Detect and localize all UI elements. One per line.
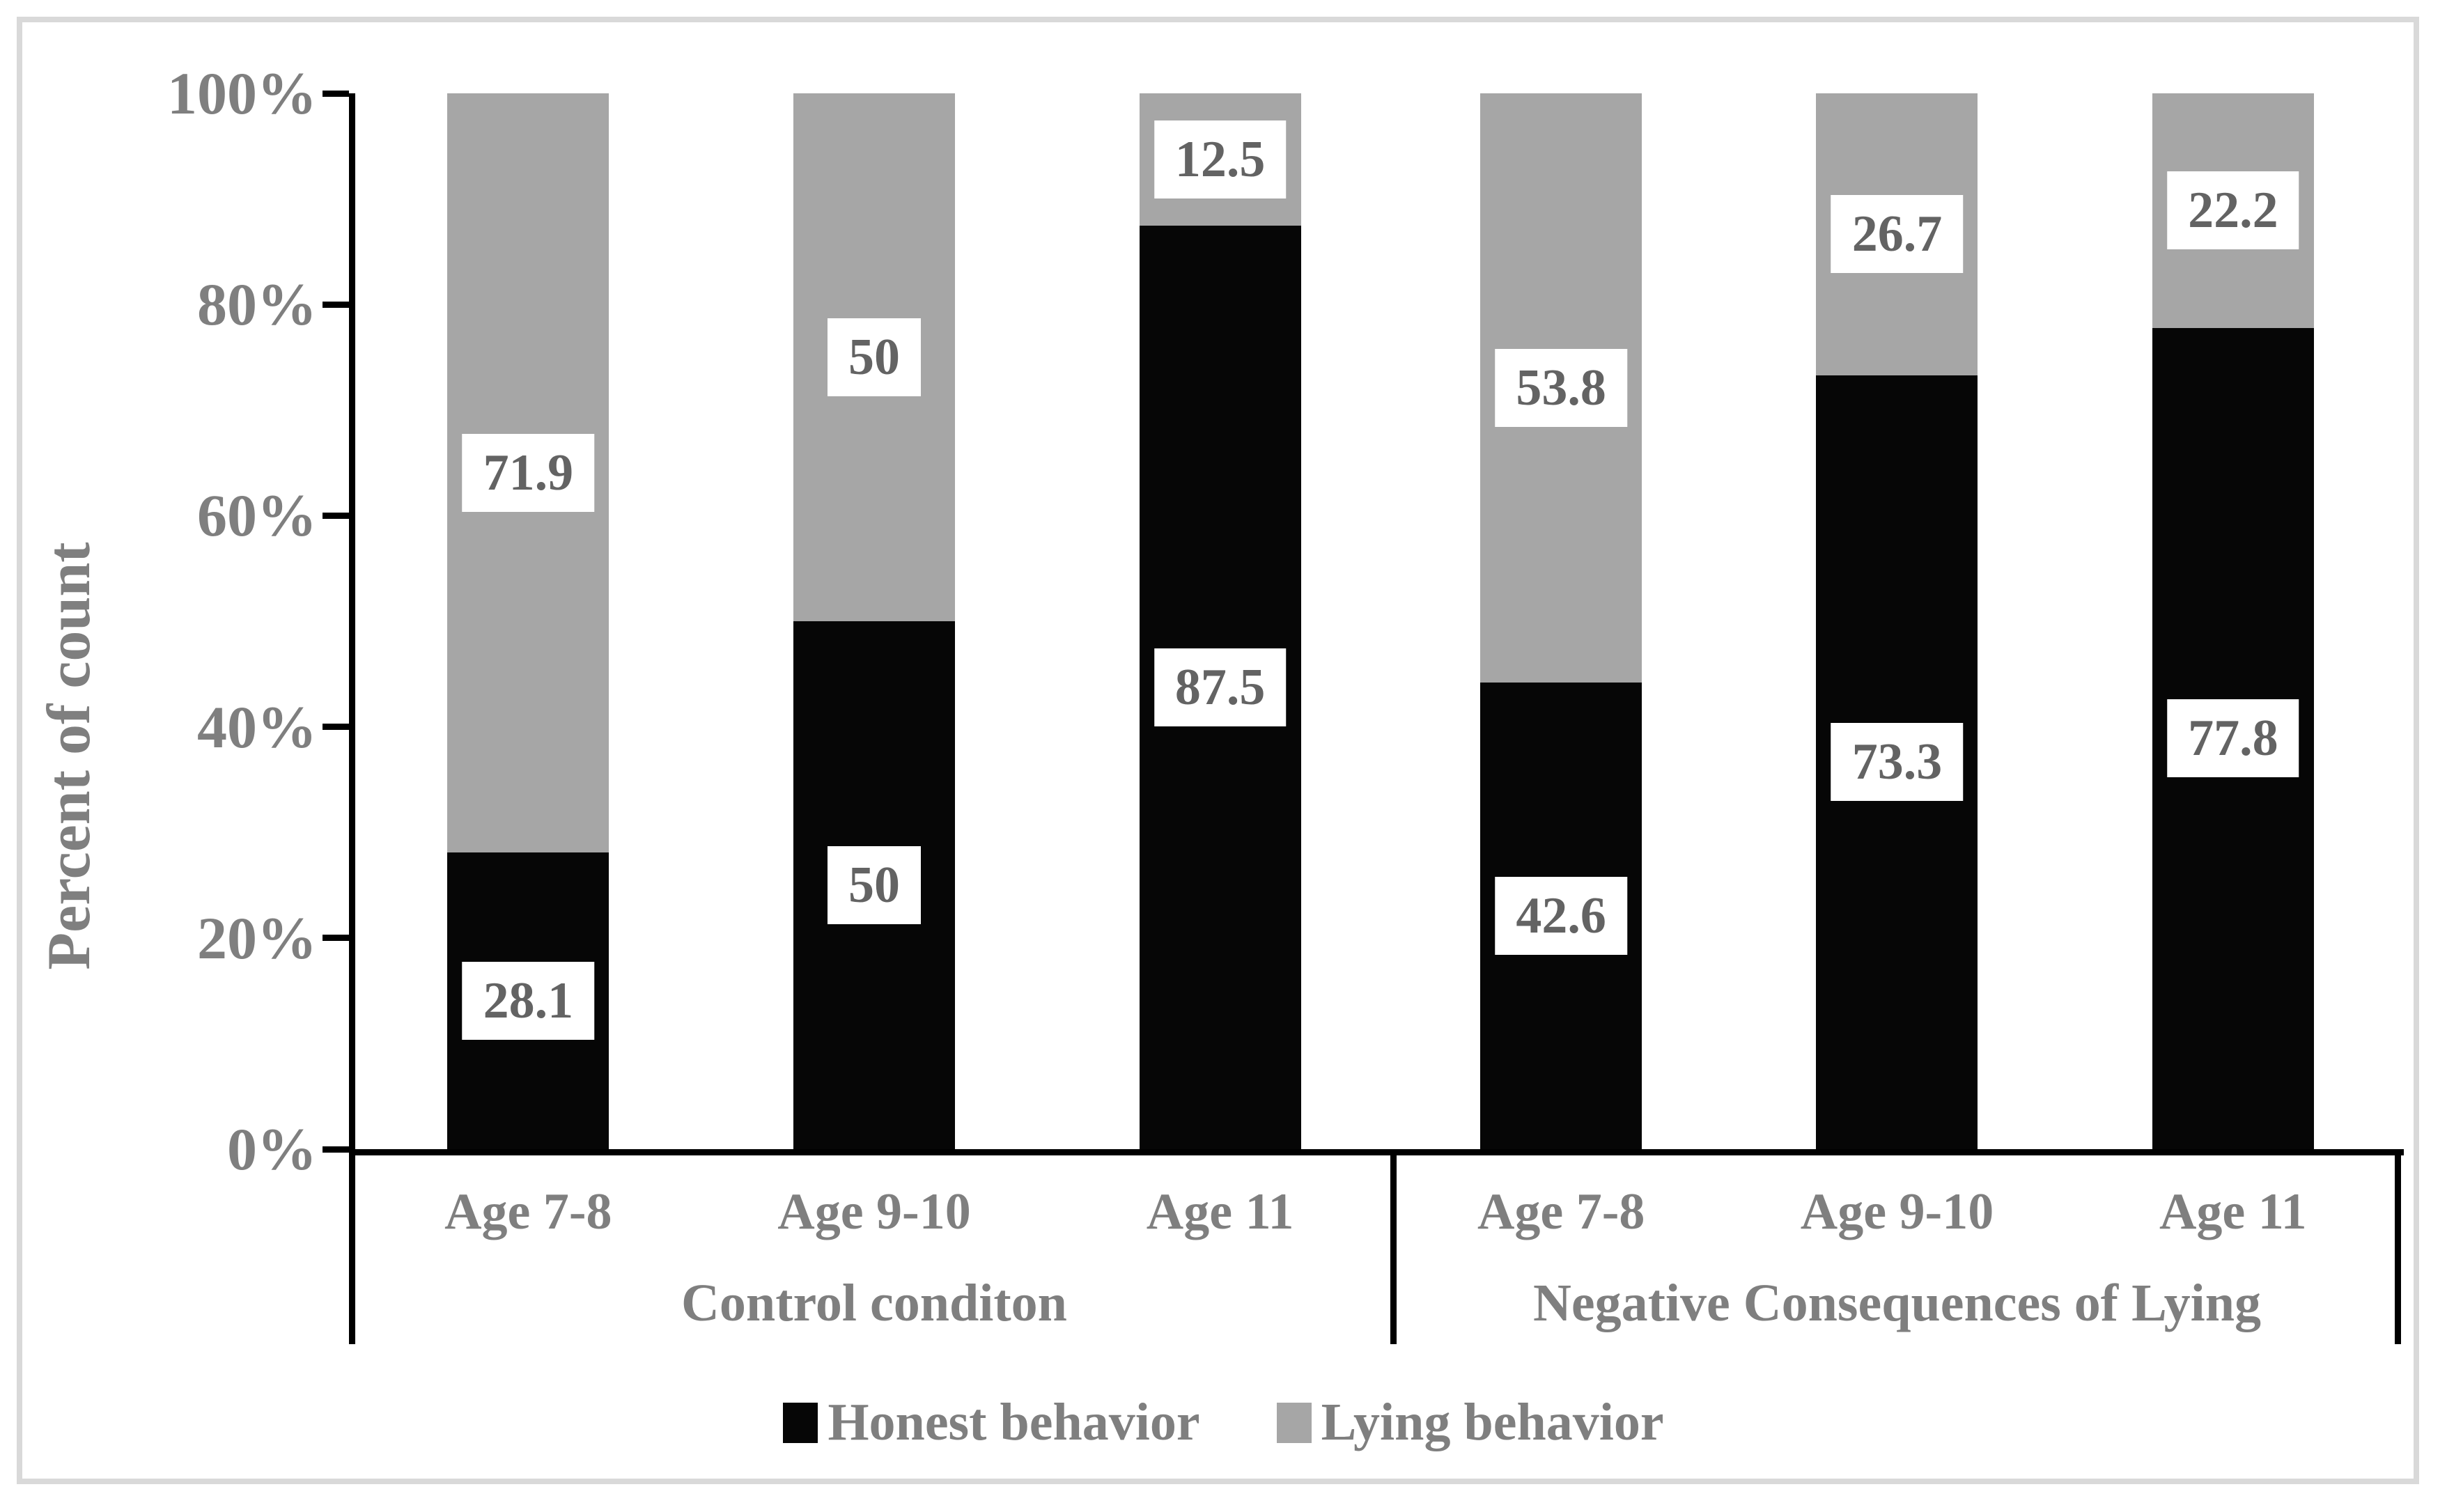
y-axis-tick-label: 40%	[197, 693, 317, 761]
x-axis-age-label: Age 7-8	[1477, 1183, 1645, 1240]
stacked-bar-age-9-10-group2: 73.3 26.7	[1816, 93, 1978, 1149]
category-separator-middle	[1390, 1149, 1397, 1344]
value-label: 42.6	[1495, 877, 1627, 956]
value-label: 12.5	[1153, 120, 1287, 198]
legend-label: Honest behavior	[828, 1393, 1200, 1451]
value-label: 50	[827, 318, 921, 396]
segment-honest-behavior: 73.3	[1816, 375, 1978, 1149]
segment-lying-behavior: 50	[793, 93, 955, 621]
value-label: 53.8	[1495, 349, 1627, 428]
bar-slot: 73.3 26.7	[1729, 93, 2065, 1149]
y-axis-tick-label: 80%	[197, 271, 317, 338]
bar-group-2: 42.6 53.8 73.3 26.7 77.8 22.2	[1393, 93, 2401, 1149]
segment-lying-behavior: 22.2	[2152, 93, 2314, 328]
y-axis-tick-100	[323, 90, 349, 97]
segment-lying-behavior: 26.7	[1816, 93, 1978, 375]
value-label: 73.3	[1831, 723, 1964, 802]
bar-slot: 77.8 22.2	[2065, 93, 2401, 1149]
segment-honest-behavior: 28.1	[447, 852, 609, 1149]
age-label-group: Age 7-8 Age 9-10 Age 11	[355, 1169, 1393, 1256]
y-axis-tick-20	[323, 935, 349, 942]
category-separator-left	[349, 1149, 355, 1344]
age-label-group: Age 7-8 Age 9-10 Age 11	[1393, 1169, 2401, 1256]
legend-marker-icon	[783, 1402, 818, 1443]
legend-item-honest-behavior: Honest behavior	[783, 1392, 1200, 1453]
segment-honest-behavior: 50	[793, 621, 955, 1149]
category-separator-right	[2395, 1149, 2401, 1344]
stacked-bar-age-7-8-group1: 28.1 71.9	[447, 93, 609, 1149]
stacked-bar-age-9-10-group1: 50 50	[793, 93, 955, 1149]
x-axis-age-label: Age 7-8	[444, 1183, 612, 1240]
bar-group-1: 28.1 71.9 50 50 87.5 12.5	[355, 93, 1393, 1149]
y-axis-tick-80	[323, 301, 349, 308]
legend-item-lying-behavior: Lying behavior	[1276, 1392, 1664, 1453]
x-axis-age-label: Age 9-10	[1800, 1183, 1994, 1240]
bar-groups: 28.1 71.9 50 50 87.5 12.5 42.6 53.8 73.3 26.7 77.8…	[355, 93, 2401, 1149]
x-axis-age-label: Age 11	[2159, 1183, 2307, 1240]
stacked-bar-age-7-8-group2: 42.6 53.8	[1480, 93, 1642, 1149]
value-label: 87.5	[1153, 648, 1287, 726]
segment-honest-behavior: 77.8	[2152, 327, 2314, 1149]
x-axis-age-label: Age 11	[1146, 1183, 1294, 1240]
x-axis-condition-label: Negative Consequences of Lying	[1533, 1274, 2261, 1332]
value-label: 22.2	[2167, 171, 2299, 250]
value-label: 26.7	[1831, 195, 1964, 274]
value-label: 28.1	[462, 962, 595, 1040]
y-axis-title: Percent of count	[36, 542, 103, 970]
segment-honest-behavior: 87.5	[1139, 225, 1301, 1149]
y-axis-tick-0	[323, 1146, 349, 1153]
segment-lying-behavior: 12.5	[1139, 93, 1301, 226]
segment-honest-behavior: 42.6	[1480, 683, 1642, 1149]
value-label: 71.9	[462, 434, 595, 512]
bar-slot: 28.1 71.9	[355, 93, 701, 1149]
age-label-row: Age 7-8 Age 9-10 Age 11 Age 7-8 Age 9-10 Age …	[355, 1169, 2401, 1256]
x-axis-line	[349, 1149, 2404, 1155]
legend: Honest behavior Lying behavior	[0, 1382, 2447, 1463]
y-axis-tick-60	[323, 512, 349, 519]
x-axis-age-label: Age 9-10	[777, 1183, 971, 1240]
segment-lying-behavior: 53.8	[1480, 93, 1642, 683]
y-axis-tick-label: 100%	[167, 60, 317, 127]
bar-slot: 42.6 53.8	[1393, 93, 1729, 1149]
segment-lying-behavior: 71.9	[447, 93, 609, 852]
legend-label: Lying behavior	[1321, 1393, 1664, 1451]
plot-area: 28.1 71.9 50 50 87.5 12.5 42.6 53.8 73.3 26.7 77.8…	[323, 90, 2404, 1155]
value-label: 77.8	[2167, 699, 2299, 778]
stacked-bar-age-11-group2: 77.8 22.2	[2152, 93, 2314, 1149]
x-axis-condition-label: Control conditon	[681, 1274, 1067, 1332]
stacked-bar-age-11-group1: 87.5 12.5	[1139, 93, 1301, 1149]
y-axis-tick-label: 60%	[197, 482, 317, 550]
bar-slot: 87.5 12.5	[1047, 93, 1393, 1149]
y-axis-line	[349, 93, 355, 1155]
y-axis-tick-40	[323, 724, 349, 731]
y-axis-tick-label: 0%	[227, 1116, 317, 1183]
condition-label-row: Control conditon Negative Consequences of…	[355, 1273, 2401, 1343]
legend-marker-icon	[1276, 1402, 1312, 1443]
y-axis-tick-label: 20%	[197, 904, 317, 972]
bar-slot: 50 50	[701, 93, 1048, 1149]
value-label: 50	[827, 846, 921, 924]
